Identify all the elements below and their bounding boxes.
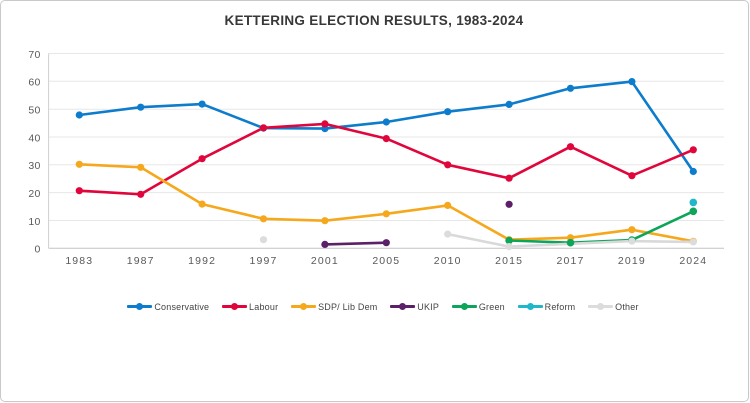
svg-text:40: 40 <box>28 132 40 144</box>
svg-text:70: 70 <box>28 49 40 61</box>
svg-text:30: 30 <box>28 160 40 172</box>
svg-text:0: 0 <box>34 244 40 256</box>
svg-text:60: 60 <box>28 77 40 89</box>
svg-text:20: 20 <box>28 188 40 200</box>
svg-text:10: 10 <box>28 216 40 228</box>
svg-text:50: 50 <box>28 105 40 117</box>
